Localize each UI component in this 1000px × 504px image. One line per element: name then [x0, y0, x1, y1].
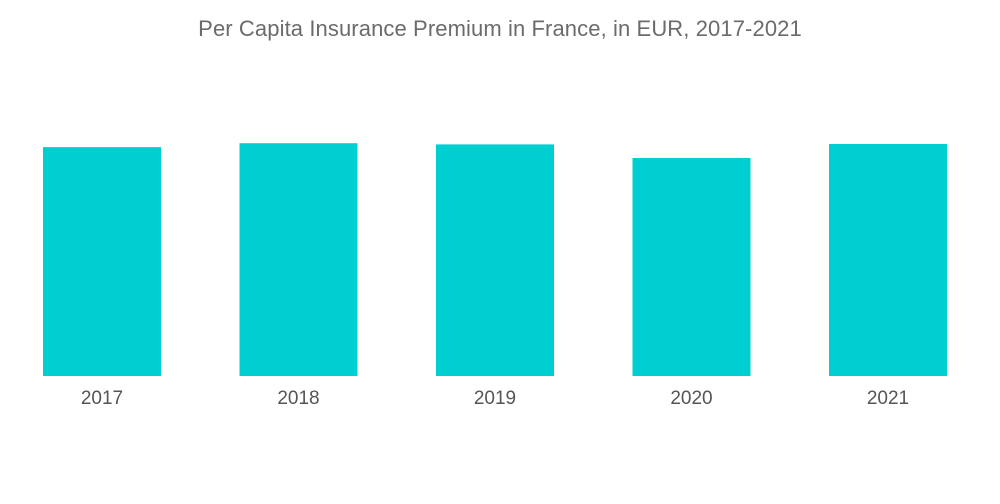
bar-2019: [436, 144, 554, 376]
x-tick-label-2020: 2020: [670, 388, 712, 409]
x-tick-label-2018: 2018: [277, 388, 319, 409]
x-axis-tick-labels: 2017 2018 2019 2020 2021: [81, 388, 909, 409]
bar-2018: [239, 143, 358, 376]
bar-2020: [632, 158, 751, 376]
x-tick-label-2017: 2017: [81, 388, 123, 409]
bar-2017: [43, 147, 161, 376]
bar-2021: [829, 144, 947, 376]
chart-title: Per Capita Insurance Premium in France, …: [198, 16, 802, 41]
x-tick-label-2021: 2021: [867, 388, 909, 409]
bars-layer: [43, 143, 947, 376]
x-tick-label-2019: 2019: [474, 388, 516, 409]
